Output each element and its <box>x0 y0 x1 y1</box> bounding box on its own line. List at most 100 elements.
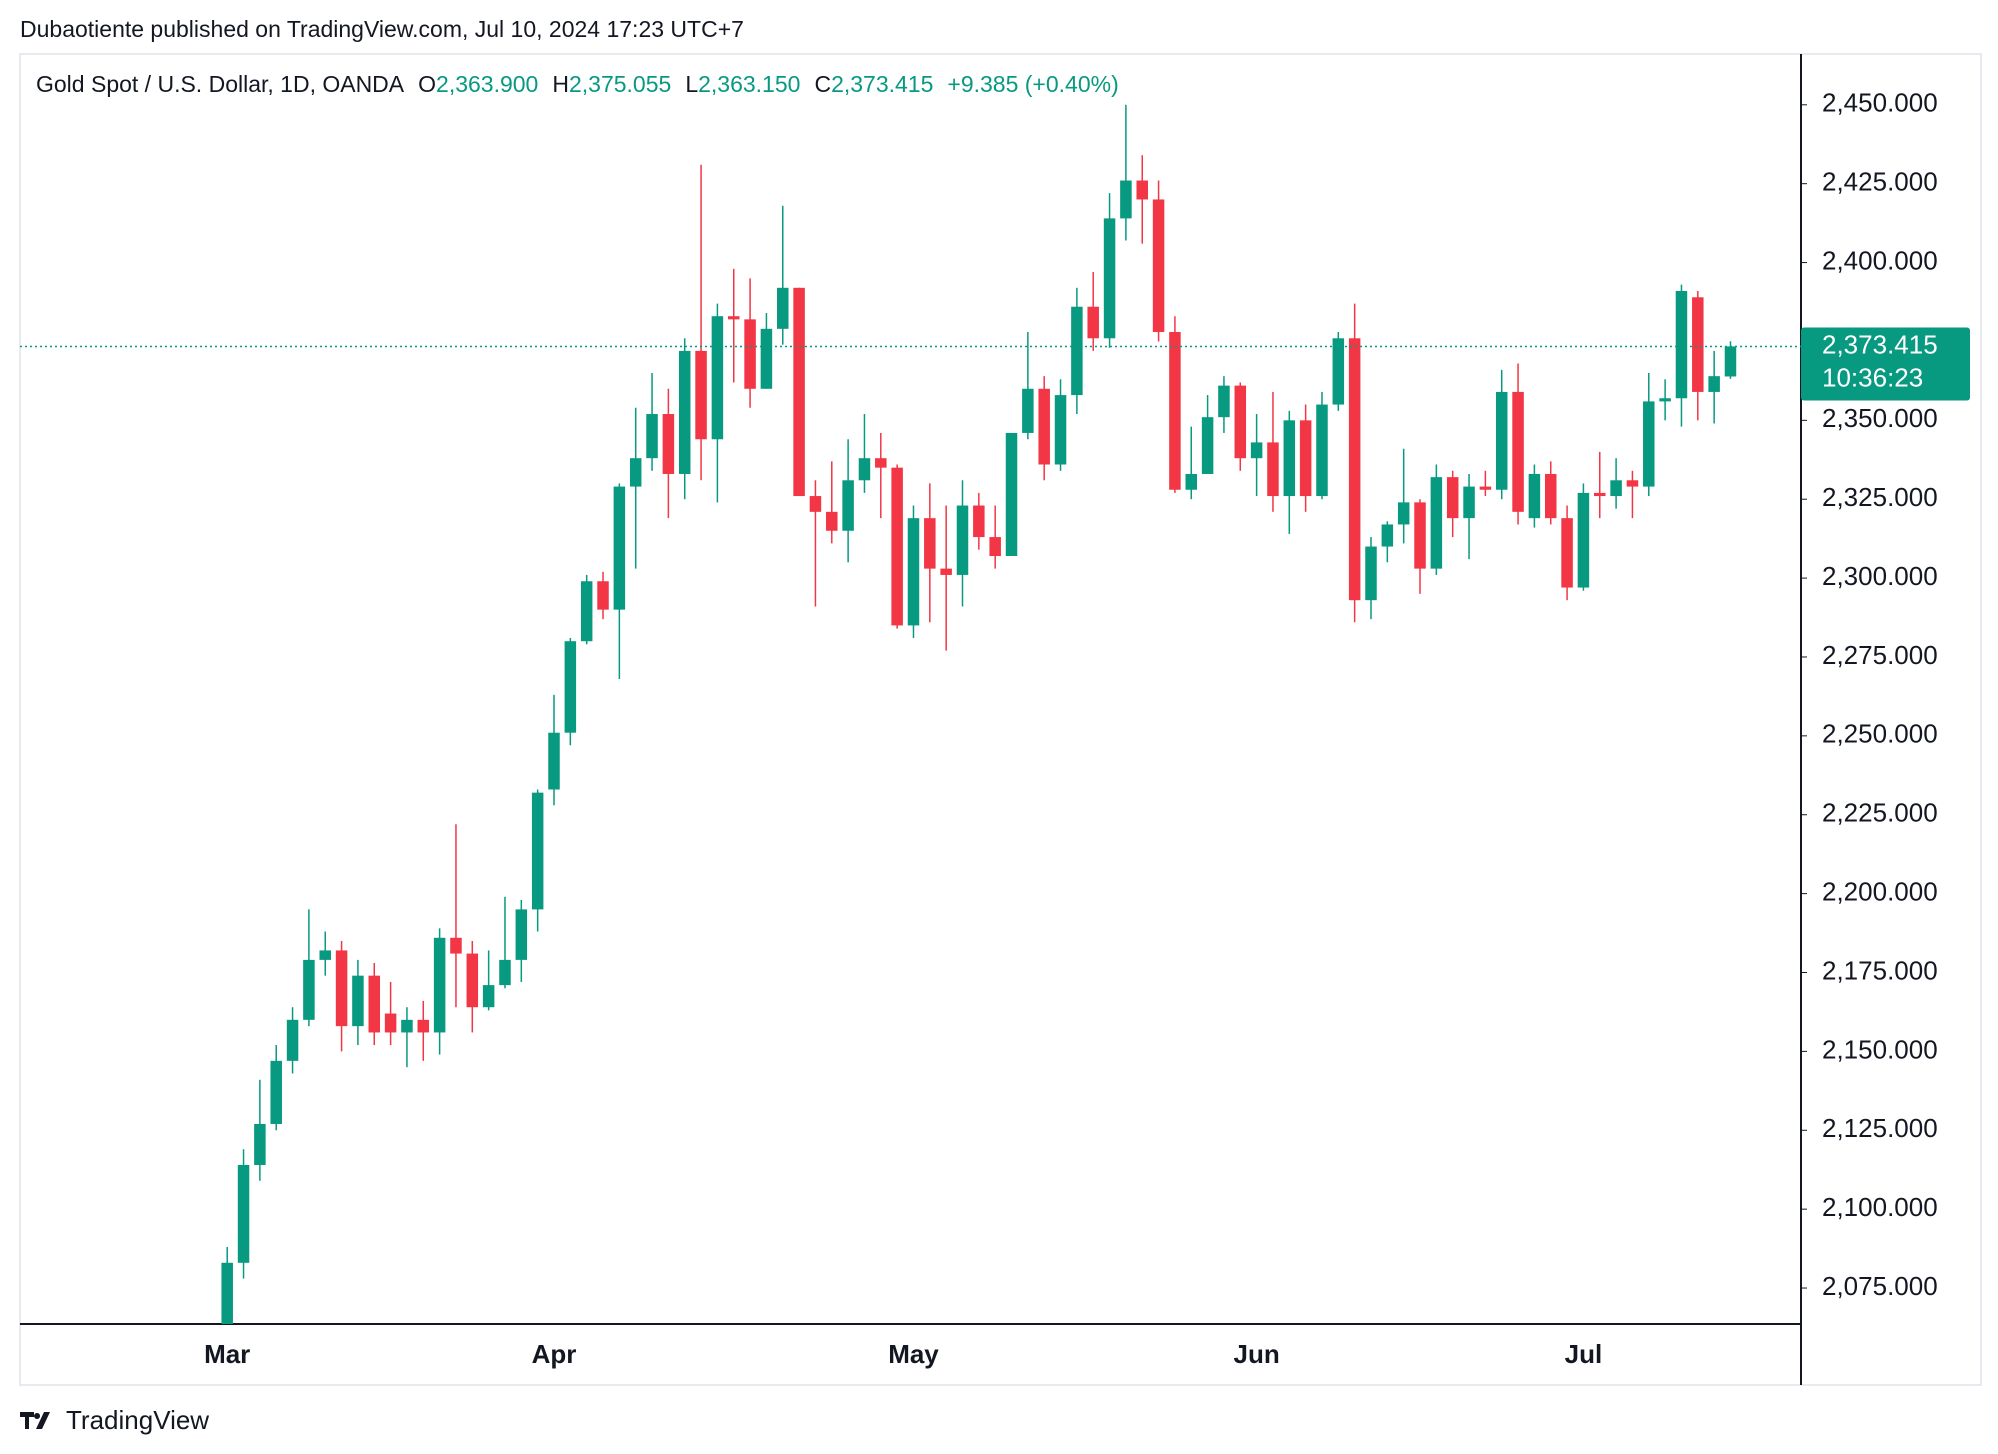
x-tick-label: Apr <box>532 1339 577 1369</box>
candle-body <box>1659 398 1671 402</box>
x-tick-label: May <box>888 1339 939 1369</box>
candle-body <box>1708 376 1720 392</box>
candle-body <box>1495 391 1508 490</box>
candle-body <box>1152 199 1165 332</box>
ohlc-key: O <box>418 71 436 97</box>
candle-body <box>319 950 331 960</box>
candle-body <box>368 975 381 1033</box>
candle-body <box>973 505 985 538</box>
candle-body <box>956 505 969 575</box>
candle-body <box>384 1013 397 1033</box>
y-tick-label: 2,175.000 <box>1822 955 1938 985</box>
y-tick-label: 2,300.000 <box>1822 561 1938 591</box>
candle-body <box>1120 180 1132 219</box>
plot-area <box>221 104 1737 1324</box>
candle-body <box>1594 492 1606 497</box>
candle-body <box>891 467 903 626</box>
candle-body <box>1610 480 1622 497</box>
candle-body <box>597 581 609 610</box>
ohlc-value: 2,363.150 <box>698 71 800 97</box>
candle-body <box>1071 306 1083 396</box>
candle-body <box>907 518 920 626</box>
candle-body <box>1054 395 1067 465</box>
candle-body <box>1283 420 1296 497</box>
candle-body <box>793 287 805 497</box>
ohlc-key: L <box>685 71 698 97</box>
candle-body <box>1332 338 1345 405</box>
candle-body <box>1414 502 1426 569</box>
candle-body <box>711 316 724 440</box>
candle-body <box>858 458 871 481</box>
candle-body <box>286 1019 299 1061</box>
candle-body <box>1348 338 1361 601</box>
candle-body <box>1022 388 1034 433</box>
candle-body <box>1430 477 1443 569</box>
candle-body <box>1005 432 1018 557</box>
ohlc-key: C <box>814 71 831 97</box>
footer-brand: TradingView <box>66 1405 209 1435</box>
candle-body <box>1724 346 1737 377</box>
candle-body <box>1692 297 1704 392</box>
last-price-label: 2,373.415 <box>1822 329 1938 359</box>
candle-body <box>1463 486 1475 519</box>
y-tick-label: 2,350.000 <box>1822 403 1938 433</box>
candle-body <box>1446 477 1459 519</box>
candle-body <box>1561 518 1573 588</box>
candle-body <box>1136 180 1148 200</box>
candle-body <box>221 1262 233 1324</box>
candle-body <box>940 568 952 575</box>
y-tick-label: 2,100.000 <box>1822 1192 1938 1222</box>
candle-body <box>270 1060 282 1124</box>
candle-body <box>1201 417 1214 474</box>
candle-body <box>1038 388 1050 465</box>
candle-body <box>303 959 315 1020</box>
ohlc-key: H <box>552 71 569 97</box>
y-tick-label: 2,250.000 <box>1822 719 1938 749</box>
y-tick-label: 2,200.000 <box>1822 876 1938 906</box>
x-tick-label: Mar <box>204 1339 250 1369</box>
candle-body <box>826 511 838 531</box>
candle-body <box>1643 401 1655 487</box>
published-line: Dubaotiente published on TradingView.com… <box>20 16 744 42</box>
symbol-title: Gold Spot / U.S. Dollar, 1D, OANDA <box>36 71 405 97</box>
candle-body <box>1169 331 1181 490</box>
candle-body <box>1675 290 1688 399</box>
candle-body <box>1544 473 1557 519</box>
candle-body <box>482 985 495 1008</box>
candle-body <box>1316 404 1328 497</box>
candle-body <box>1087 306 1099 339</box>
candle-body <box>1299 420 1312 497</box>
change-label: +9.385 (+0.40%) <box>947 71 1118 97</box>
candle-body <box>1103 218 1116 339</box>
candle-body <box>678 350 691 474</box>
candle-body <box>629 458 642 487</box>
logo: TradingView <box>20 1405 209 1435</box>
y-tick-label: 2,075.000 <box>1822 1271 1938 1301</box>
candle-body <box>744 319 756 389</box>
candle-body <box>1234 385 1247 459</box>
candle-body <box>254 1123 266 1165</box>
last-price-box <box>1801 327 1970 401</box>
candle-body <box>515 909 528 960</box>
x-tick-label: Jul <box>1565 1339 1603 1369</box>
y-tick-label: 2,325.000 <box>1822 482 1938 512</box>
candle-body <box>1512 391 1524 512</box>
candle-body <box>1267 442 1279 497</box>
candle-body <box>335 950 348 1027</box>
ohlc-value: 2,375.055 <box>569 71 671 97</box>
candle-body <box>924 518 936 569</box>
candle-body <box>548 732 560 790</box>
candle-body <box>1626 480 1639 487</box>
candle-body <box>727 316 740 320</box>
candle-body <box>1250 442 1263 459</box>
candle-body <box>989 537 1001 557</box>
x-tick-label: Jun <box>1234 1339 1280 1369</box>
candle-body <box>466 953 479 1008</box>
candle-body <box>1365 546 1377 601</box>
candle-body <box>1397 502 1410 525</box>
candle-body <box>580 581 593 642</box>
candle-body <box>417 1019 430 1033</box>
ohlc-value: 2,373.415 <box>831 71 933 97</box>
candle-body <box>695 350 707 440</box>
candle-body <box>662 414 675 474</box>
